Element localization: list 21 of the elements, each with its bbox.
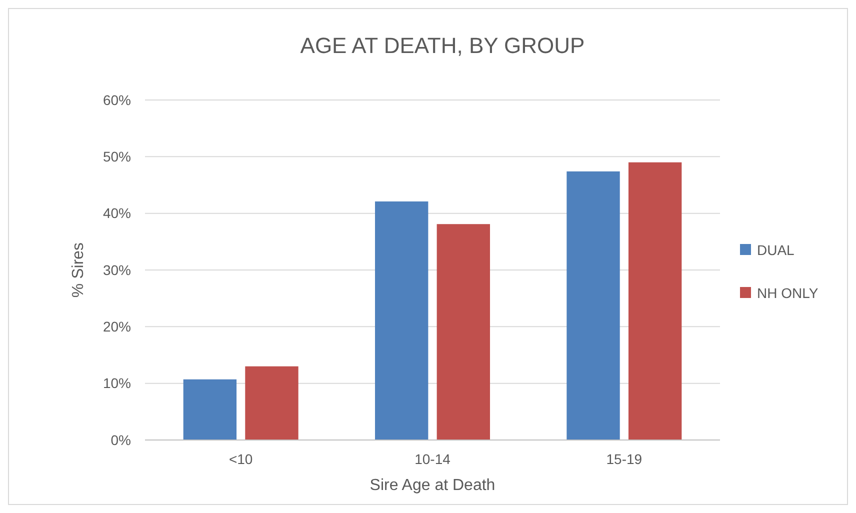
chart-title: AGE AT DEATH, BY GROUP	[300, 33, 585, 58]
y-tick-label: 40%	[102, 205, 131, 222]
y-axis-title: % Sires	[70, 242, 87, 298]
bar	[245, 366, 298, 440]
legend-label: DUAL	[757, 242, 795, 258]
bar	[183, 379, 237, 440]
bar	[566, 171, 620, 440]
y-tick-label: 60%	[102, 92, 131, 108]
y-tick-label: 0%	[110, 432, 131, 448]
y-tick-label: 50%	[102, 148, 131, 165]
legend-label: NH ONLY	[757, 284, 819, 301]
bar	[436, 224, 490, 440]
y-tick-label: 20%	[102, 318, 131, 335]
bar	[628, 162, 682, 440]
x-tick-label: <10	[228, 451, 253, 467]
x-tick-label: 10-14	[414, 451, 451, 467]
bar	[375, 201, 428, 440]
y-tick-label: 30%	[102, 262, 131, 278]
x-tick-label: 15-19	[606, 451, 642, 467]
y-tick-label: 10%	[102, 375, 131, 392]
x-axis-title: Sire Age at Death	[370, 477, 496, 494]
